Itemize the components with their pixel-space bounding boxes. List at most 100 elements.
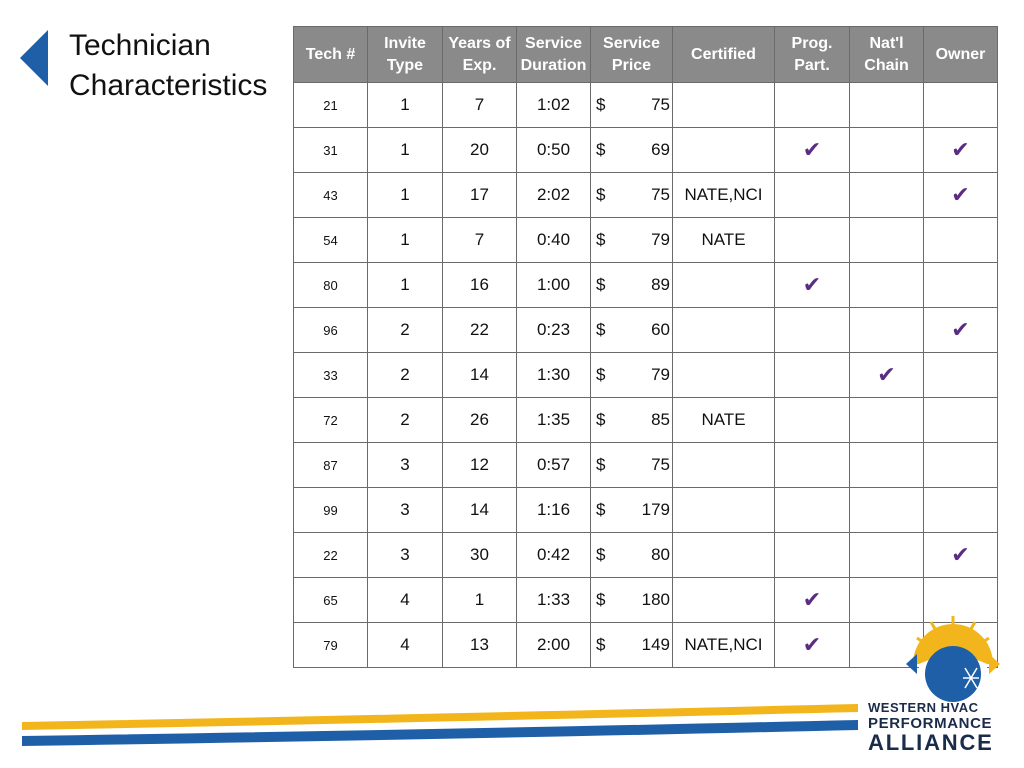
prog-part-cell [774,487,850,533]
currency-symbol: $ [596,410,606,429]
invite-type-cell: 1 [367,82,443,128]
service-price-cell: $60 [590,307,673,353]
currency-symbol: $ [596,545,606,564]
service-duration-cell: 1:35 [516,397,591,443]
decorative-stripes [22,704,858,746]
years-exp-cell: 16 [442,262,517,308]
service-price-cell: $69 [590,127,673,173]
tech-number-cell: 54 [293,217,368,263]
service-price-cell: $75 [590,82,673,128]
table-row: 54 1 7 0:40 $79 NATE [293,217,998,263]
nat-chain-cell [849,172,924,218]
service-duration-cell: 0:40 [516,217,591,263]
certified-cell [672,262,775,308]
price-amount: 79 [651,365,670,384]
table-row: 80 1 16 1:00 $89 ✔ [293,262,998,308]
invite-type-cell: 2 [367,307,443,353]
prog-part-cell [774,82,850,128]
price-amount: 69 [651,140,670,159]
logo-line-3: ALLIANCE [868,730,994,755]
page-title: Technician Characteristics [69,26,267,106]
tech-number-cell: 79 [293,622,368,668]
certified-cell [672,442,775,488]
prog-part-cell: ✔ [774,127,850,173]
certified-cell: NATE [672,397,775,443]
column-header-text: Certified [691,45,756,63]
tech-number-cell: 31 [293,127,368,173]
check-mark-icon: ✔ [951,542,970,567]
currency-symbol: $ [596,590,606,609]
column-header-text: Service [525,34,582,52]
prog-part-cell: ✔ [774,262,850,308]
certified-cell [672,307,775,353]
column-header: Owner [923,26,998,83]
service-duration-cell: 1:00 [516,262,591,308]
tech-number-cell: 33 [293,352,368,398]
service-duration-cell: 0:50 [516,127,591,173]
check-mark-icon: ✔ [877,362,896,387]
table-row: 31 1 20 0:50 $69 ✔ ✔ [293,127,998,173]
nat-chain-cell [849,532,924,578]
currency-symbol: $ [596,365,606,384]
currency-symbol: $ [596,140,606,159]
invite-type-cell: 1 [367,217,443,263]
column-header: Tech # [293,26,368,83]
column-header: Nat'l Chain [849,26,924,83]
column-header: Prog. Part. [774,26,850,83]
years-exp-cell: 13 [442,622,517,668]
table-row: 99 3 14 1:16 $179 [293,487,998,533]
certified-cell [672,532,775,578]
owner-cell: ✔ [923,172,998,218]
owner-cell [923,352,998,398]
back-arrow-icon[interactable] [20,30,50,86]
owner-cell: ✔ [923,307,998,353]
service-price-cell: $85 [590,397,673,443]
price-amount: 149 [641,635,670,654]
currency-symbol: $ [596,455,606,474]
prog-part-cell [774,217,850,263]
years-exp-cell: 1 [442,577,517,623]
service-price-cell: $75 [590,172,673,218]
column-header-text: Owner [935,45,986,63]
price-amount: 60 [651,320,670,339]
logo-wordmark: WESTERN HVAC PERFORMANCE ALLIANCE [868,700,1010,754]
nat-chain-cell [849,82,924,128]
tech-number-cell: 21 [293,82,368,128]
price-amount: 80 [651,545,670,564]
service-duration-cell: 2:00 [516,622,591,668]
column-header-text: Chain [864,56,909,74]
service-price-cell: $80 [590,532,673,578]
nat-chain-cell [849,442,924,488]
currency-symbol: $ [596,185,606,204]
owner-cell [923,217,998,263]
title-line-2: Characteristics [69,69,268,102]
table-row: 21 1 7 1:02 $75 [293,82,998,128]
service-duration-cell: 1:16 [516,487,591,533]
table-row: 65 4 1 1:33 $180 ✔ [293,577,998,623]
column-header-text: Tech # [305,45,356,63]
tech-number-cell: 80 [293,262,368,308]
service-duration-cell: 1:02 [516,82,591,128]
tech-number-cell: 99 [293,487,368,533]
years-exp-cell: 12 [442,442,517,488]
certified-cell [672,487,775,533]
column-header: Service Price [590,26,673,83]
certified-cell [672,127,775,173]
column-header-text: Duration [520,56,587,74]
technician-table: Tech # Invite Type Years of Exp. Service Durat… [293,26,998,668]
prog-part-cell [774,352,850,398]
table-header-row: Tech # Invite Type Years of Exp. Service Durat… [293,26,998,83]
price-amount: 75 [651,95,670,114]
title-line-1: Technician [69,29,211,62]
invite-type-cell: 4 [367,622,443,668]
owner-cell [923,262,998,308]
price-amount: 75 [651,185,670,204]
prog-part-cell [774,307,850,353]
currency-symbol: $ [596,320,606,339]
currency-symbol: $ [596,230,606,249]
certified-cell: NATE,NCI [672,172,775,218]
tech-number-cell: 96 [293,307,368,353]
service-price-cell: $149 [590,622,673,668]
column-header-text: Prog. [791,34,833,52]
years-exp-cell: 7 [442,217,517,263]
